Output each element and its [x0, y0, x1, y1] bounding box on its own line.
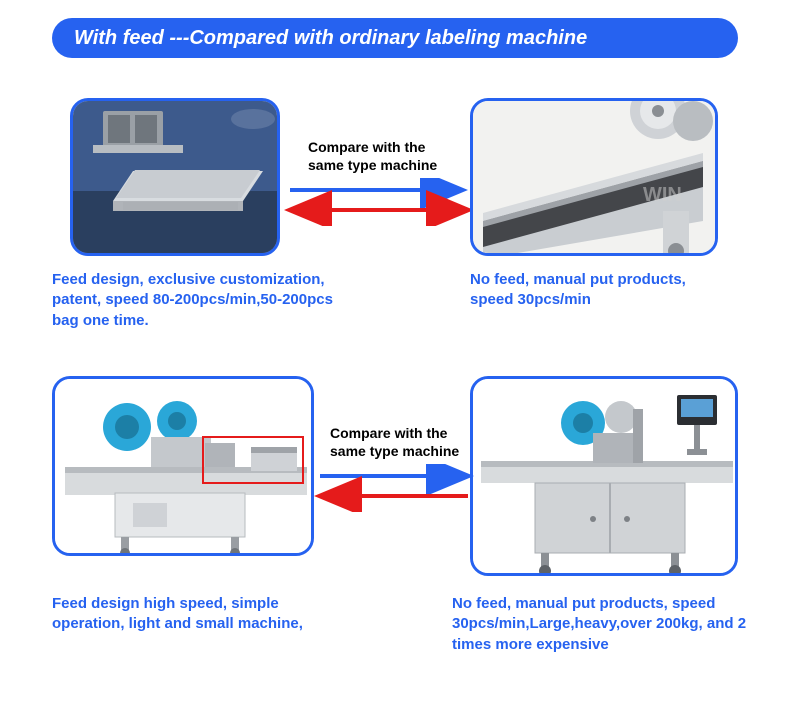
card-row2-left: [52, 376, 314, 556]
card-row1-right: WIN: [470, 98, 718, 256]
caption-row1-right: No feed, manual put products, speed 30pc…: [470, 270, 730, 311]
compare-arrows-row2: [314, 464, 474, 512]
card-row1-left: [70, 98, 280, 256]
compare-label-row2: Compare with the same type machine: [330, 424, 480, 460]
compare-arrows-row1: [282, 178, 470, 226]
caption-row2-left: Feed design high speed, simple operation…: [52, 594, 332, 635]
compare-label-row1: Compare with the same type machine: [308, 138, 458, 174]
caption-row1-left: Feed design, exclusive customization, pa…: [52, 270, 342, 331]
image-feed-closeup: [73, 101, 280, 256]
card-row2-right: [470, 376, 738, 576]
image-feed-machine: [55, 379, 314, 556]
header-bar: With feed ---Compared with ordinary labe…: [52, 18, 738, 58]
image-nofeed-conveyor: WIN: [473, 101, 718, 256]
caption-row2-right: No feed, manual put products, speed 30pc…: [452, 594, 762, 655]
image-nofeed-machine: [473, 379, 738, 576]
header-title: With feed ---Compared with ordinary labe…: [74, 27, 587, 50]
svg-text:WIN: WIN: [643, 184, 682, 206]
